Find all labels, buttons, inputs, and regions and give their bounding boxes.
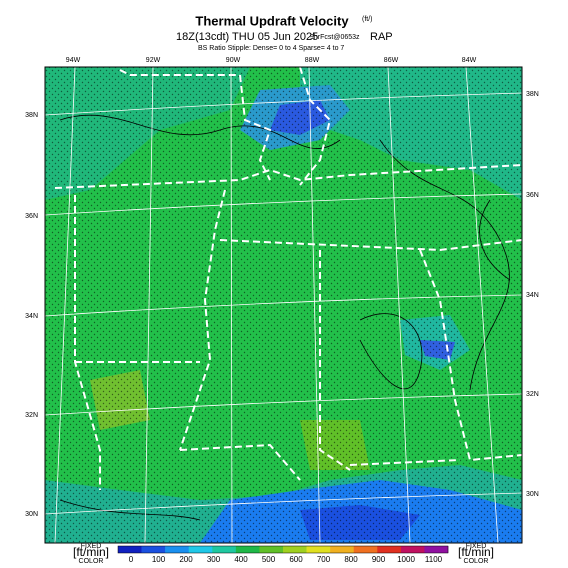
colorbar-caption: [ft/min] (73, 545, 109, 559)
colorbar-swatch (353, 546, 378, 553)
lon-label: 90W (226, 57, 241, 64)
lon-label: 94W (66, 57, 81, 64)
colorbar-caption: FIXED (81, 543, 102, 550)
colorbar-swatch (424, 546, 449, 553)
colorbar-swatch (283, 546, 307, 553)
colorbar-label: 500 (262, 555, 276, 564)
map (45, 67, 522, 543)
lat-label: 34N (526, 292, 539, 299)
lat-label: 38N (25, 112, 38, 119)
colorbar-label: 600 (289, 555, 303, 564)
lon-label: 84W (462, 57, 477, 64)
map-frame (44, 66, 523, 544)
colorbar-label: 200 (179, 555, 193, 564)
stipple-note: BS Ratio Stipple: Dense= 0 to 4 Sparse= … (198, 45, 344, 52)
colorbar-label: 1000 (397, 555, 415, 564)
colorbar-label: 0 (129, 555, 134, 564)
colorbar-swatch (188, 546, 213, 553)
lon-label: 86W (384, 57, 399, 64)
colorbar-label: 900 (372, 555, 386, 564)
lon-label: 92W (146, 57, 161, 64)
colorbar-swatch (118, 546, 142, 553)
colorbar-swatch (377, 546, 402, 553)
colorbar-caption: COLOR (464, 558, 489, 565)
colorbar-label: 800 (344, 555, 358, 564)
colorbar-swatch (330, 546, 355, 553)
colorbar-swatch (306, 546, 331, 553)
lat-label: 36N (25, 213, 38, 220)
colorbar-caption: COLOR (79, 558, 104, 565)
colorbar-label: 400 (234, 555, 248, 564)
colorbar-swatch (400, 546, 425, 553)
lat-label: 30N (25, 511, 38, 518)
lat-label: 36N (526, 192, 539, 199)
model: RAP (370, 31, 393, 43)
units: (ft/) (362, 16, 373, 23)
colorbar-swatch (235, 546, 260, 553)
forecast: 9hrFcst@0653z (310, 34, 360, 41)
colorbar-label: 700 (317, 555, 331, 564)
colorbar-swatch (165, 546, 190, 553)
colorbar-swatch (212, 546, 237, 553)
lat-label: 32N (526, 391, 539, 398)
lat-label: 32N (25, 412, 38, 419)
lat-label: 30N (526, 491, 539, 498)
lat-label: 34N (25, 313, 38, 320)
colorbar-swatch (259, 546, 284, 553)
lat-label: 38N (526, 91, 539, 98)
colorbar-swatch (141, 546, 166, 553)
title: Thermal Updraft Velocity (195, 13, 349, 28)
colorbar-frame (117, 545, 449, 554)
colorbar-label: 1100 (425, 555, 443, 564)
lon-label: 88W (305, 57, 320, 64)
colorbar-caption: [ft/min] (458, 545, 494, 559)
colorbar-caption: FIXED (466, 543, 487, 550)
valid-time: 18Z(13cdt) THU 05 Jun 2025 (176, 31, 318, 43)
colorbar-label: 100 (152, 555, 166, 564)
colorbar-label: 300 (207, 555, 221, 564)
